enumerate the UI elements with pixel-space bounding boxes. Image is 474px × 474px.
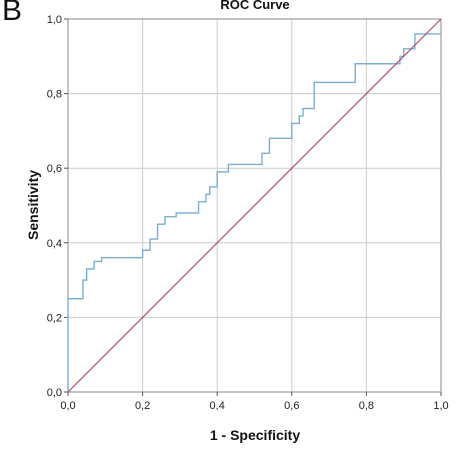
panel-letter: B — [2, 0, 23, 27]
reference-line — [67, 18, 442, 393]
plot-frame — [67, 18, 442, 393]
x-tick-label: 0,4 — [210, 400, 225, 412]
y-axis-label: Sensitivity — [25, 170, 41, 240]
y-tick-label: 0,2 — [47, 312, 62, 324]
x-axis-label: 1 - Specificity — [210, 427, 300, 443]
axis-ticks: 0,0 0,2 0,4 0,6 0,8 1,0 0,0 0,2 0,4 0,6 0,8 1,0 — [47, 14, 449, 412]
y-tick-label: 1,0 — [47, 14, 62, 26]
chart-title: ROC Curve — [220, 0, 289, 12]
x-tick-label: 1,0 — [433, 400, 448, 412]
y-tick-label: 0,0 — [47, 387, 62, 399]
y-tick-label: 0,8 — [47, 89, 62, 101]
y-tick-label: 0,6 — [47, 163, 62, 175]
roc-line — [67, 33, 441, 392]
x-tick-label: 0,2 — [135, 400, 150, 412]
x-tick-label: 0,6 — [284, 400, 299, 412]
x-tick-label: 0,8 — [359, 400, 374, 412]
x-tick-label: 0,0 — [60, 400, 75, 412]
series-group — [67, 18, 442, 393]
y-tick-label: 0,4 — [47, 238, 62, 250]
gridlines — [68, 19, 441, 392]
